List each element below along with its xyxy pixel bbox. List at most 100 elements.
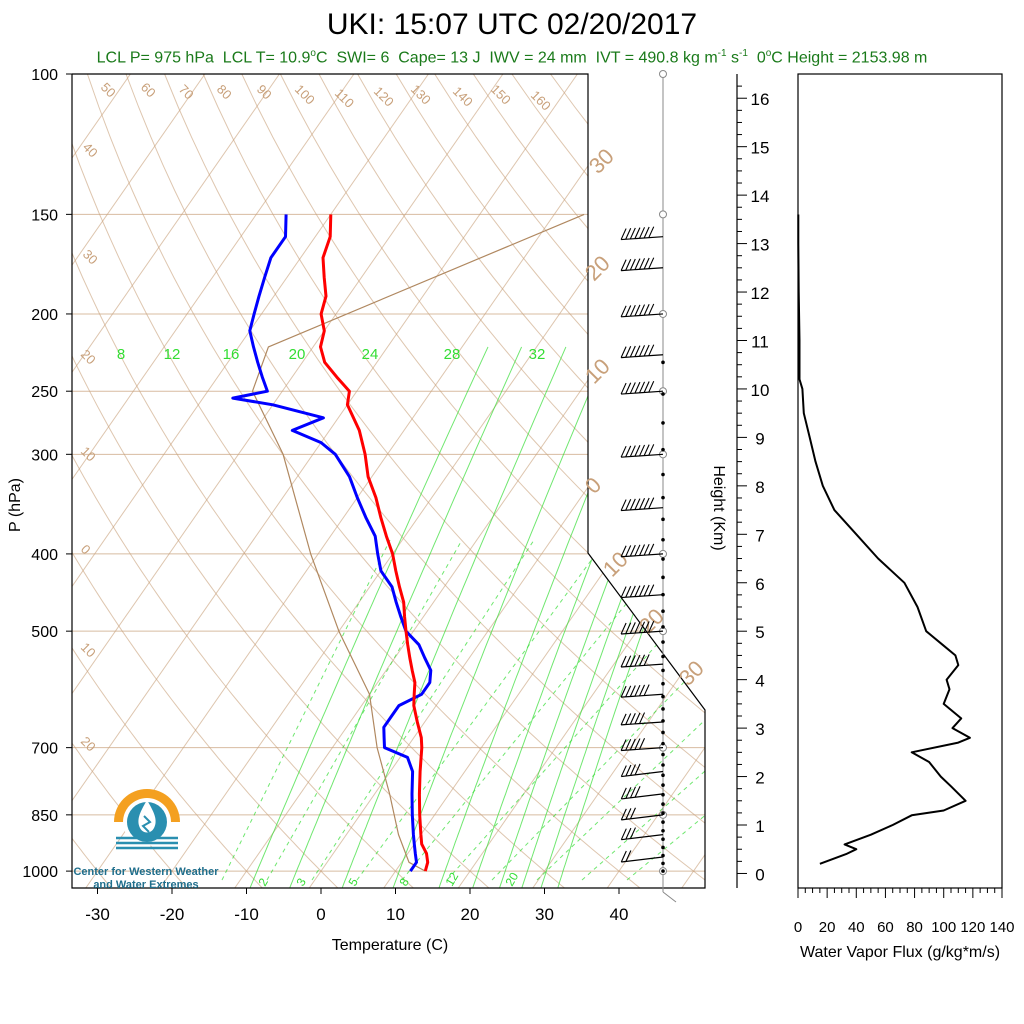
wind-barb-flag: [639, 444, 646, 457]
wind-barb: [620, 543, 664, 558]
staff-dot: [661, 820, 665, 824]
mixing-ratio-line: [499, 346, 698, 888]
wind-barb-flag: [634, 654, 641, 667]
dry-adiabat: [357, 74, 705, 888]
isotherm-line: [383, 74, 705, 888]
wind-barb-flag: [634, 345, 641, 357]
mixing-ratio-label: 28: [444, 346, 461, 363]
wind-barb-flag: [629, 764, 636, 776]
mixing-ratio-label: 24: [362, 346, 379, 363]
wind-barb-flag: [625, 808, 632, 820]
mixing-ratio-line: [341, 346, 567, 888]
skewt-frame: [71, 73, 706, 889]
wind-barb-flag: [648, 543, 655, 556]
staff-dot: [661, 517, 665, 522]
wind-barb-shaft: [621, 594, 664, 599]
cape-value: Cape= 13 J: [398, 49, 481, 67]
ivt-exp2: -1: [739, 48, 748, 59]
moist-adiabat: [266, 539, 463, 881]
lcl-temperature: LCL T= 10.9: [222, 49, 311, 67]
wind-barb-flag: [643, 257, 650, 270]
swi-value: SWI= 6: [336, 49, 390, 67]
dry-adiabat: [434, 74, 705, 888]
staff-dot: [661, 869, 665, 873]
wind-barb-shaft: [621, 453, 664, 458]
wind-barb-flag: [639, 712, 646, 724]
wind-barb: [620, 620, 664, 635]
wind-barb-flag: [648, 497, 655, 509]
wind-barb-flag: [620, 685, 627, 698]
ivt-value: IVT = 490.8 kg m: [595, 49, 718, 67]
wind-barb-flag: [620, 545, 627, 557]
wind-barb-flag: [639, 544, 646, 556]
wind-barb-flag: [629, 345, 636, 358]
ivt-mid: s: [726, 49, 740, 67]
x-tick-label: 20: [461, 905, 480, 924]
wind-barb-flag: [648, 380, 655, 393]
y-tick-label: 500: [31, 624, 58, 641]
staff-dot: [661, 802, 665, 806]
flux-line: [797, 214, 971, 865]
staff-dot: [661, 845, 665, 850]
wind-barb-flag: [620, 499, 627, 511]
y-tick-label: 250: [31, 384, 58, 401]
moist-adiabat: [356, 539, 607, 881]
mixing-ratio-line: [249, 346, 489, 888]
wind-barb-flag: [634, 304, 641, 317]
wind-barb: [620, 303, 664, 318]
dry-adiabat: [72, 74, 188, 888]
wind-barb-flag: [643, 444, 650, 456]
staff-dot: [661, 609, 665, 614]
lcl-temperature-unit: C: [315, 49, 328, 67]
wind-barb-flag: [629, 655, 636, 667]
x-tick-label: -30: [85, 905, 110, 924]
height-tick-label: 15: [751, 139, 770, 158]
staff-dot: [661, 811, 665, 816]
wind-barb: [620, 807, 664, 821]
mixing-ratio-line: [289, 346, 523, 888]
dry-adiabat: [72, 74, 641, 888]
wind-barb-flag: [620, 305, 627, 318]
staff-dot: [661, 752, 665, 757]
staff-dot: [661, 681, 665, 686]
chart-subtitle: LCL P= 975 hPa LCL T= 10.9oC SWI= 6 Cape…: [96, 48, 928, 67]
mixing-ratio-line: [438, 346, 648, 888]
wind-barb: [620, 226, 664, 241]
wind-barb-shaft: [621, 313, 664, 318]
wind-barb-flag: [620, 739, 627, 751]
isotherm-line: [72, 74, 429, 888]
y-tick-label: 400: [31, 547, 58, 564]
wind-barb-flag: [629, 227, 636, 240]
wind-barb-flag: [620, 259, 627, 271]
isotherm-label: 30: [674, 656, 709, 691]
wind-barb-shaft: [621, 834, 664, 841]
wind-barb-flag: [620, 787, 627, 800]
staff-dot: [661, 360, 665, 365]
dry-adiabat: [86, 74, 705, 888]
wind-barb-flag: [625, 228, 632, 240]
isotherm-line: [159, 74, 705, 888]
wind-barb-flag: [629, 585, 636, 598]
flux-x-tick-label: 140: [989, 919, 1014, 936]
wind-barb-shaft: [621, 856, 664, 863]
wind-barb-flag: [620, 655, 627, 668]
wind-barb: [620, 827, 664, 841]
height-tick-label: 7: [755, 526, 764, 545]
wind-barb-flag: [634, 381, 641, 394]
wind-barb-flag: [648, 620, 655, 633]
theta-label: 0: [78, 542, 94, 558]
height-tick-label: 2: [755, 769, 764, 788]
wind-barb-flag: [629, 382, 636, 394]
wind-barb-shaft: [621, 770, 664, 778]
staff-dot: [661, 625, 665, 629]
wind-barb: [620, 850, 664, 863]
wind-barb: [620, 738, 664, 752]
wind-barb-flag: [639, 304, 646, 316]
dry-adiabat: [318, 74, 705, 888]
wind-barb-flag: [629, 807, 636, 820]
wind-barb: [620, 257, 664, 272]
wind-barb-flag: [620, 828, 627, 840]
wind-barb-flag: [643, 497, 650, 510]
wind-barb: [620, 344, 664, 359]
